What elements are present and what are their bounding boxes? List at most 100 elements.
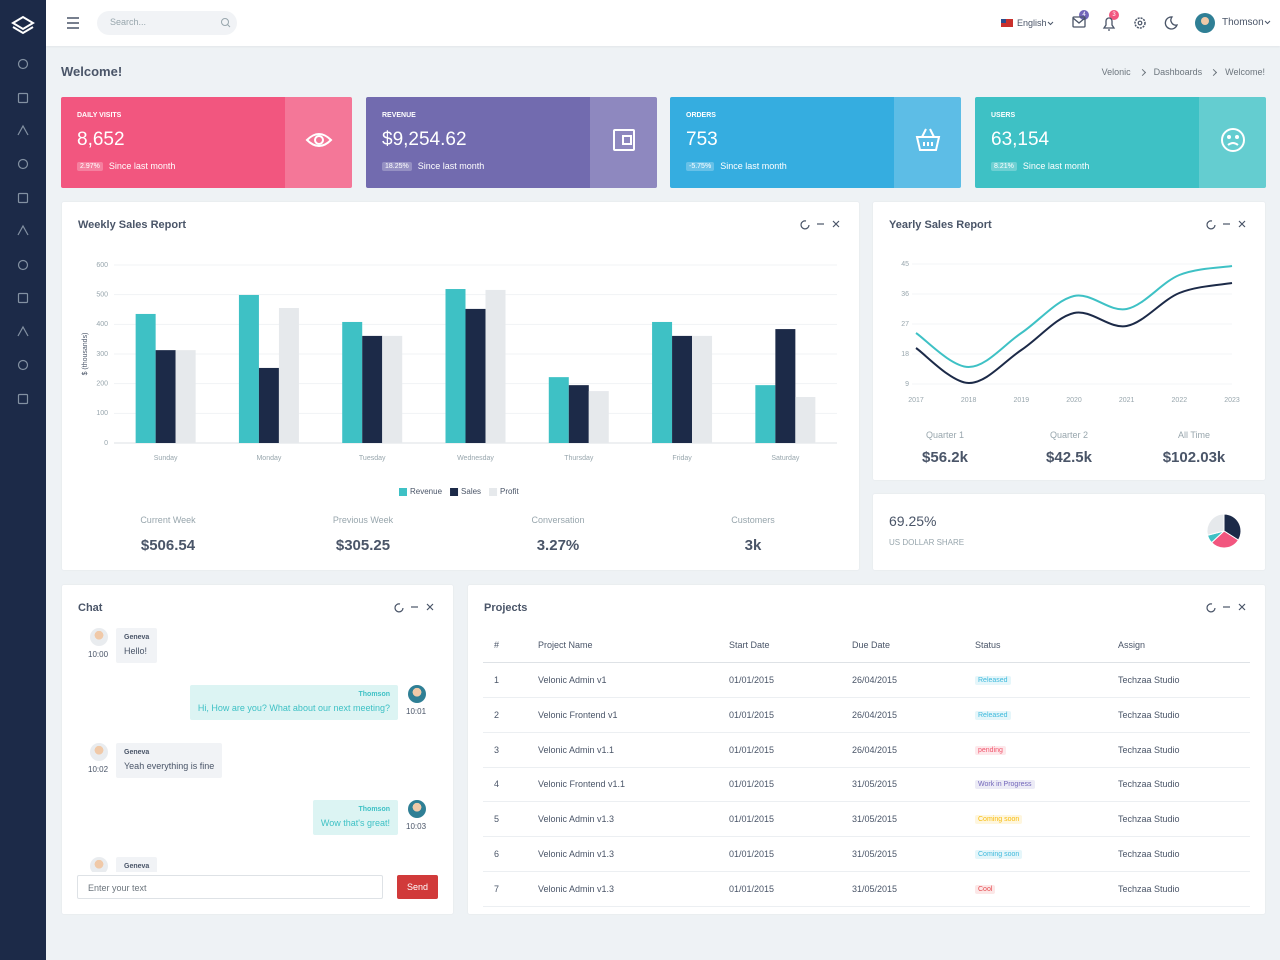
- stat-change: 2.97%: [77, 161, 103, 171]
- summary-label: Current Week: [140, 515, 196, 525]
- stat-value: $9,254.62: [382, 129, 467, 150]
- table-cell: Velonic Admin v1.1: [538, 744, 615, 755]
- chat-input[interactable]: Enter your text: [77, 875, 383, 899]
- chat-bubble: Geneva Hello!: [116, 628, 158, 663]
- status-badge: pending: [975, 745, 1006, 755]
- yearly-sales-panel: Yearly Sales Report Quarter 1 $56.2k Quarte…: [873, 202, 1265, 480]
- table-cell: 4: [494, 779, 500, 790]
- table-cell: Velonic Admin v1: [538, 675, 607, 685]
- table-cell: Techzaa Studio: [1118, 814, 1180, 825]
- summary-label: Previous Week: [332, 515, 394, 525]
- chat-time: 10:01: [406, 707, 427, 717]
- chat-avatar: [408, 799, 426, 818]
- breadcrumb-separator: [1138, 68, 1146, 76]
- table-cell: 26/04/2015: [852, 709, 898, 720]
- summary-label: Quarter 1: [925, 430, 965, 440]
- table-rule: [483, 871, 1250, 872]
- stat-card: REVENUE $9,254.62 18.25% Since last month: [366, 97, 657, 188]
- chat-avatar: [408, 685, 426, 704]
- table-rule: [483, 697, 1250, 698]
- stat-value: 63,154: [991, 129, 1050, 150]
- chat-sender: Geneva: [124, 748, 150, 756]
- search-box[interactable]: [97, 11, 237, 35]
- table-header: Assign: [1118, 640, 1146, 650]
- status-badge: Coming soon: [975, 850, 1023, 859]
- summary-value: 3k: [744, 537, 762, 554]
- table-cell: Techzaa Studio: [1118, 709, 1180, 720]
- breadcrumb-item[interactable]: Velonic: [1101, 67, 1131, 77]
- stat-label: USERS: [991, 112, 1016, 119]
- table-cell: 3: [494, 744, 500, 755]
- send-button[interactable]: Send: [397, 875, 438, 899]
- chat-time: 10:00: [88, 650, 109, 659]
- chat-time: 10:03: [406, 821, 427, 831]
- panel-title: Chat: [78, 602, 103, 614]
- user-name[interactable]: Thomson: [1222, 17, 1264, 28]
- table-cell: 31/05/2015: [852, 779, 898, 790]
- table-cell: 6: [494, 849, 500, 859]
- stat-change: -5.75%: [686, 161, 715, 171]
- chat-text: Wow that's great!: [320, 817, 390, 828]
- summary-value: $305.25: [335, 537, 391, 554]
- summary-value: $506.54: [140, 537, 196, 554]
- chat-avatar: [90, 742, 108, 761]
- summary-label: Quarter 2: [1049, 430, 1089, 440]
- chat-text: Hello!: [124, 646, 148, 656]
- table-cell: 2: [494, 709, 500, 720]
- chat-sender: Geneva: [124, 863, 150, 871]
- table-rule: [483, 836, 1250, 838]
- table-rule: [483, 731, 1250, 733]
- chat-messages: 10:00 Geneva Hello! 10:01 Thomson Hi, How are…: [78, 620, 438, 872]
- stat-card: USERS 63,154 8.21% Since last month: [975, 97, 1266, 188]
- chat-sender: Geneva: [124, 634, 150, 641]
- chat-sender: Thomson: [358, 691, 391, 699]
- stat-card-icon-area: [590, 97, 657, 188]
- stat-card-icon-area: [1199, 97, 1266, 188]
- table-cell: 01/01/2015: [729, 779, 775, 790]
- summary-value: $102.03k: [1162, 449, 1226, 466]
- chat-panel: Chat 10:00 Geneva Hello! 10:01 Thomson Hi, How…: [62, 585, 453, 914]
- table-rule: [483, 766, 1250, 768]
- language-selector[interactable]: English: [1017, 18, 1047, 28]
- stat-note: Since last month: [1022, 161, 1090, 171]
- status-badge: Released: [975, 676, 1011, 685]
- table-cell: Techzaa Studio: [1118, 883, 1180, 894]
- summary-label: All Time: [1177, 430, 1210, 440]
- stat-value: 8,652: [77, 129, 125, 150]
- breadcrumb-item[interactable]: Dashboards: [1153, 67, 1203, 77]
- table-cell: Velonic Admin v1.3: [538, 849, 615, 859]
- sidebar: [0, 0, 46, 960]
- chat-text: Hi, How are you? What about our next mee…: [197, 703, 390, 714]
- panel-title: Projects: [484, 602, 528, 614]
- stat-value: 753: [686, 129, 718, 150]
- table-cell: Velonic Frontend v1.1: [538, 779, 626, 790]
- table-rule: [483, 662, 1250, 663]
- page-title: Welcome!: [61, 64, 123, 79]
- panel-title: Yearly Sales Report: [889, 219, 992, 231]
- summary-value: $42.5k: [1046, 449, 1092, 466]
- table-cell: 31/05/2015: [852, 883, 898, 894]
- stat-change: 8.21%: [991, 161, 1017, 171]
- chat-bubble: Geneva: [116, 857, 158, 872]
- stat-change-row: 8.21% Since last month: [991, 161, 1089, 171]
- stat-change-row: -5.75% Since last month: [686, 161, 787, 171]
- stat-card-icon-area: [894, 97, 961, 188]
- table-cell: Techzaa Studio: [1118, 849, 1180, 859]
- status-badge: Work in Progress: [975, 780, 1035, 790]
- chat-input-placeholder: Enter your text: [88, 883, 147, 893]
- search-placeholder: Search...: [110, 17, 147, 27]
- table-cell: Velonic Admin v1.3: [538, 814, 615, 825]
- table-header: Due Date: [852, 640, 891, 650]
- table-cell: 01/01/2015: [729, 675, 775, 685]
- chat-bubble: Thomson Wow that's great!: [312, 799, 398, 835]
- chat-time: 10:02: [88, 764, 109, 774]
- stat-label: DAILY VISITS: [77, 112, 122, 119]
- stat-card-icon-area: [285, 97, 352, 188]
- status-badge: Cool: [975, 884, 996, 894]
- table-header: Start Date: [729, 640, 770, 650]
- table-rule: [483, 801, 1250, 803]
- table-cell: 31/05/2015: [852, 849, 898, 859]
- table-header: Status: [975, 640, 1001, 650]
- stat-note: Since last month: [417, 161, 485, 171]
